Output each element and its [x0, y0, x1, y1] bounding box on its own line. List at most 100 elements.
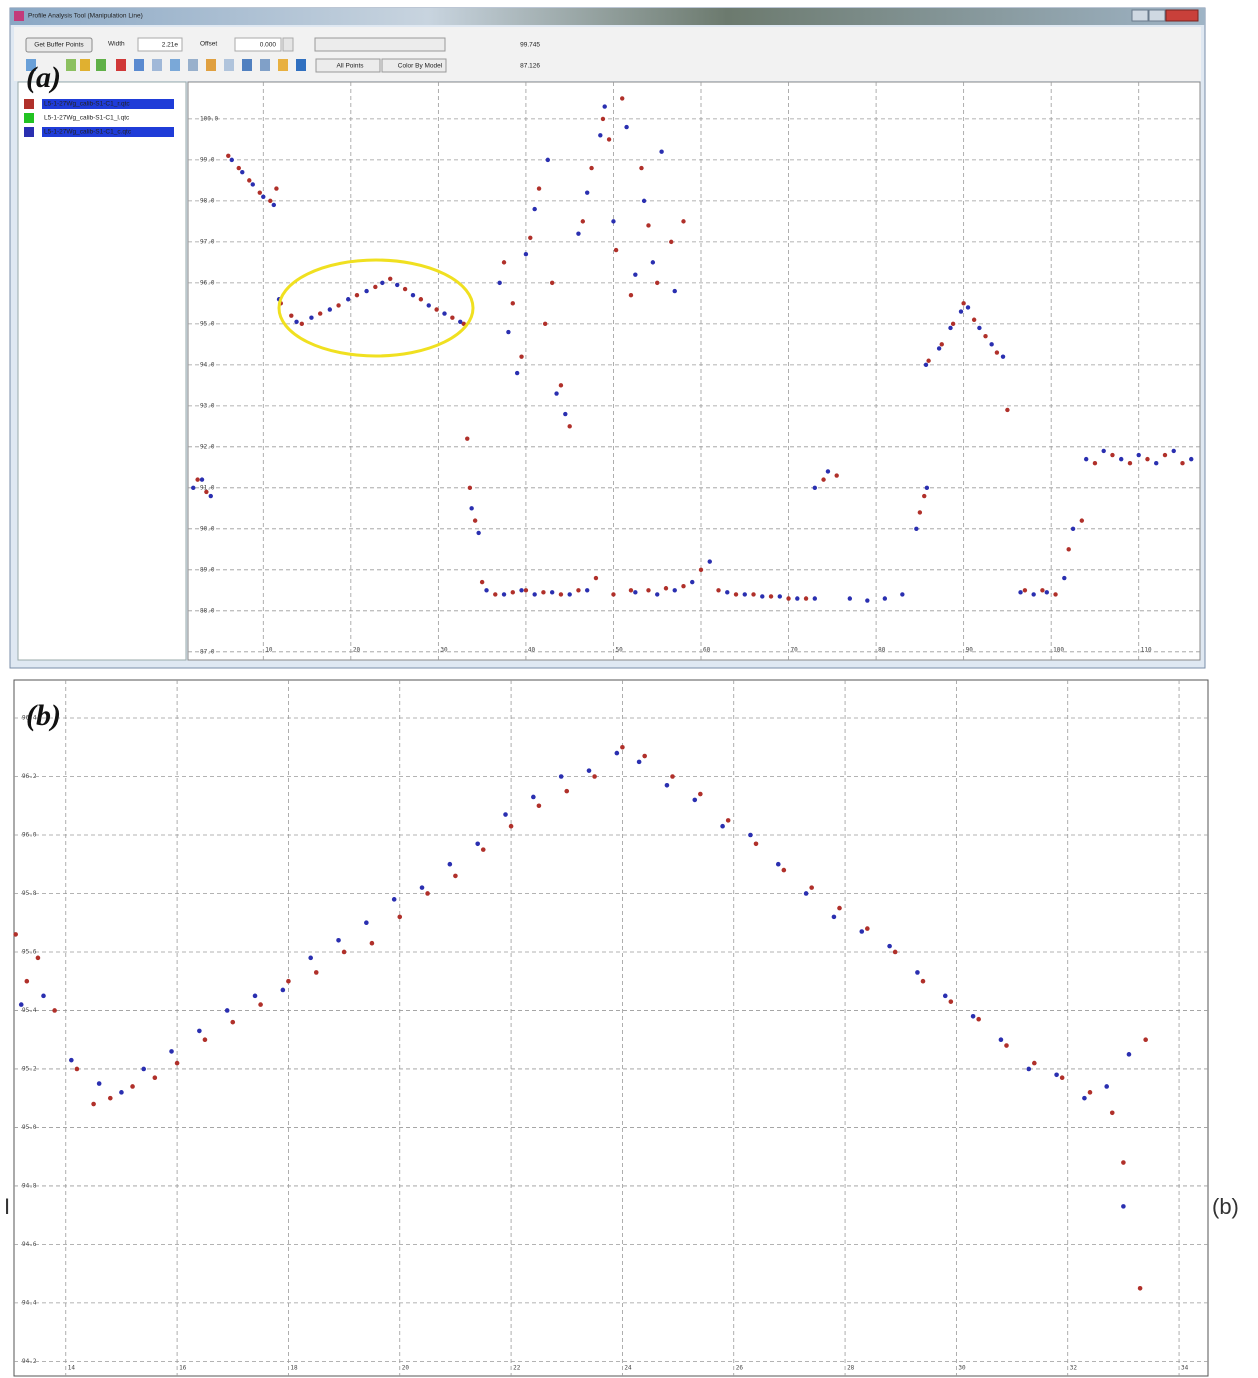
tool-icon[interactable]: [80, 59, 90, 71]
tool-icon[interactable]: [152, 59, 162, 71]
y-tick-label: 98.0: [200, 197, 215, 204]
point: [948, 325, 953, 331]
point: [989, 342, 994, 347]
x-tick-label: 24: [624, 1365, 632, 1372]
points-dropdown-label: All Points: [336, 63, 364, 70]
point: [141, 1066, 146, 1072]
tool-icon[interactable]: [260, 59, 270, 71]
tool-icon[interactable]: [134, 59, 144, 71]
point: [479, 579, 485, 585]
color-dropdown-label: Color By Model: [398, 63, 443, 70]
offset-spinner[interactable]: [282, 37, 294, 52]
color-dropdown[interactable]: [381, 58, 447, 73]
point: [549, 280, 555, 286]
point: [523, 588, 529, 593]
point: [834, 473, 839, 478]
offset-input[interactable]: [234, 37, 282, 52]
close-button[interactable]: [1165, 9, 1199, 22]
width-input[interactable]: [137, 37, 183, 52]
tool-icon[interactable]: [278, 59, 288, 71]
tool-icon[interactable]: [296, 59, 306, 71]
point: [1032, 1060, 1037, 1066]
point: [476, 530, 481, 536]
tool-icon[interactable]: [26, 59, 36, 71]
point: [760, 594, 765, 599]
point: [18, 1002, 24, 1007]
maximize-button[interactable]: [1148, 9, 1166, 22]
point: [558, 592, 564, 597]
point: [742, 592, 747, 597]
point: [74, 1066, 80, 1072]
x-tick-label: 22: [513, 1365, 521, 1372]
side-mark: I: [4, 1194, 10, 1219]
point: [229, 157, 234, 163]
point: [346, 297, 351, 302]
point: [958, 309, 964, 314]
readout-bottom: 87.126: [520, 63, 540, 70]
point: [900, 592, 905, 597]
legend-swatch: [24, 113, 34, 123]
y-tick-label: 92.0: [200, 443, 215, 450]
y-tick-label: 93.0: [200, 402, 215, 409]
plot-area-a: [187, 81, 1201, 661]
point: [309, 315, 314, 320]
point: [1062, 575, 1067, 581]
minimize-button[interactable]: [1131, 9, 1149, 22]
point: [917, 510, 923, 515]
point: [1066, 547, 1071, 552]
tool-icon[interactable]: [116, 59, 126, 71]
y-tick-label: 94.4: [22, 1299, 37, 1306]
point: [663, 586, 669, 591]
point: [670, 774, 675, 779]
tool-icon[interactable]: [242, 59, 252, 71]
point: [91, 1101, 96, 1107]
x-tick-label: 20: [402, 1365, 410, 1372]
point: [1004, 1043, 1009, 1048]
file-list: L5-1-27Wg_calib-S1-C1_r.qtc L5-1-27Wg_cal…: [24, 99, 174, 137]
point: [236, 165, 241, 171]
point: [35, 955, 41, 961]
tool-icon[interactable]: [206, 59, 216, 71]
point: [564, 788, 570, 794]
slider-dropdown[interactable]: [314, 37, 446, 52]
point: [942, 993, 948, 999]
tool-icon[interactable]: [170, 59, 180, 71]
point: [542, 321, 548, 327]
point: [1119, 456, 1124, 462]
point: [748, 832, 753, 838]
get-buffer-button[interactable]: [25, 37, 93, 53]
y-tick-label: 89.0: [200, 566, 215, 573]
tool-icon[interactable]: [188, 59, 198, 71]
point: [364, 288, 369, 294]
point: [523, 251, 529, 257]
point: [549, 590, 555, 595]
point: [1109, 1110, 1115, 1116]
y-tick-label: 90.0: [200, 525, 215, 532]
point: [965, 305, 971, 310]
point: [847, 596, 853, 601]
point: [545, 157, 551, 163]
point: [397, 914, 403, 920]
point: [501, 592, 507, 597]
point: [475, 841, 480, 847]
point: [497, 280, 502, 286]
panel-label: (b): [26, 699, 61, 732]
point: [633, 590, 638, 595]
point: [402, 286, 408, 292]
x-tick-label: 60: [703, 647, 711, 654]
point: [1137, 1285, 1143, 1291]
point: [197, 1028, 202, 1034]
point: [576, 231, 581, 236]
button-label: Get Buffer Points: [34, 42, 84, 49]
point: [465, 436, 470, 441]
legend-swatch: [24, 99, 34, 109]
point: [920, 978, 926, 984]
point: [317, 311, 323, 316]
point: [373, 284, 378, 290]
tool-icon[interactable]: [96, 59, 106, 71]
tool-icon[interactable]: [224, 59, 234, 71]
point: [226, 153, 231, 158]
file-panel: [17, 81, 187, 661]
points-dropdown[interactable]: [315, 58, 381, 73]
tool-icon[interactable]: [66, 59, 76, 71]
